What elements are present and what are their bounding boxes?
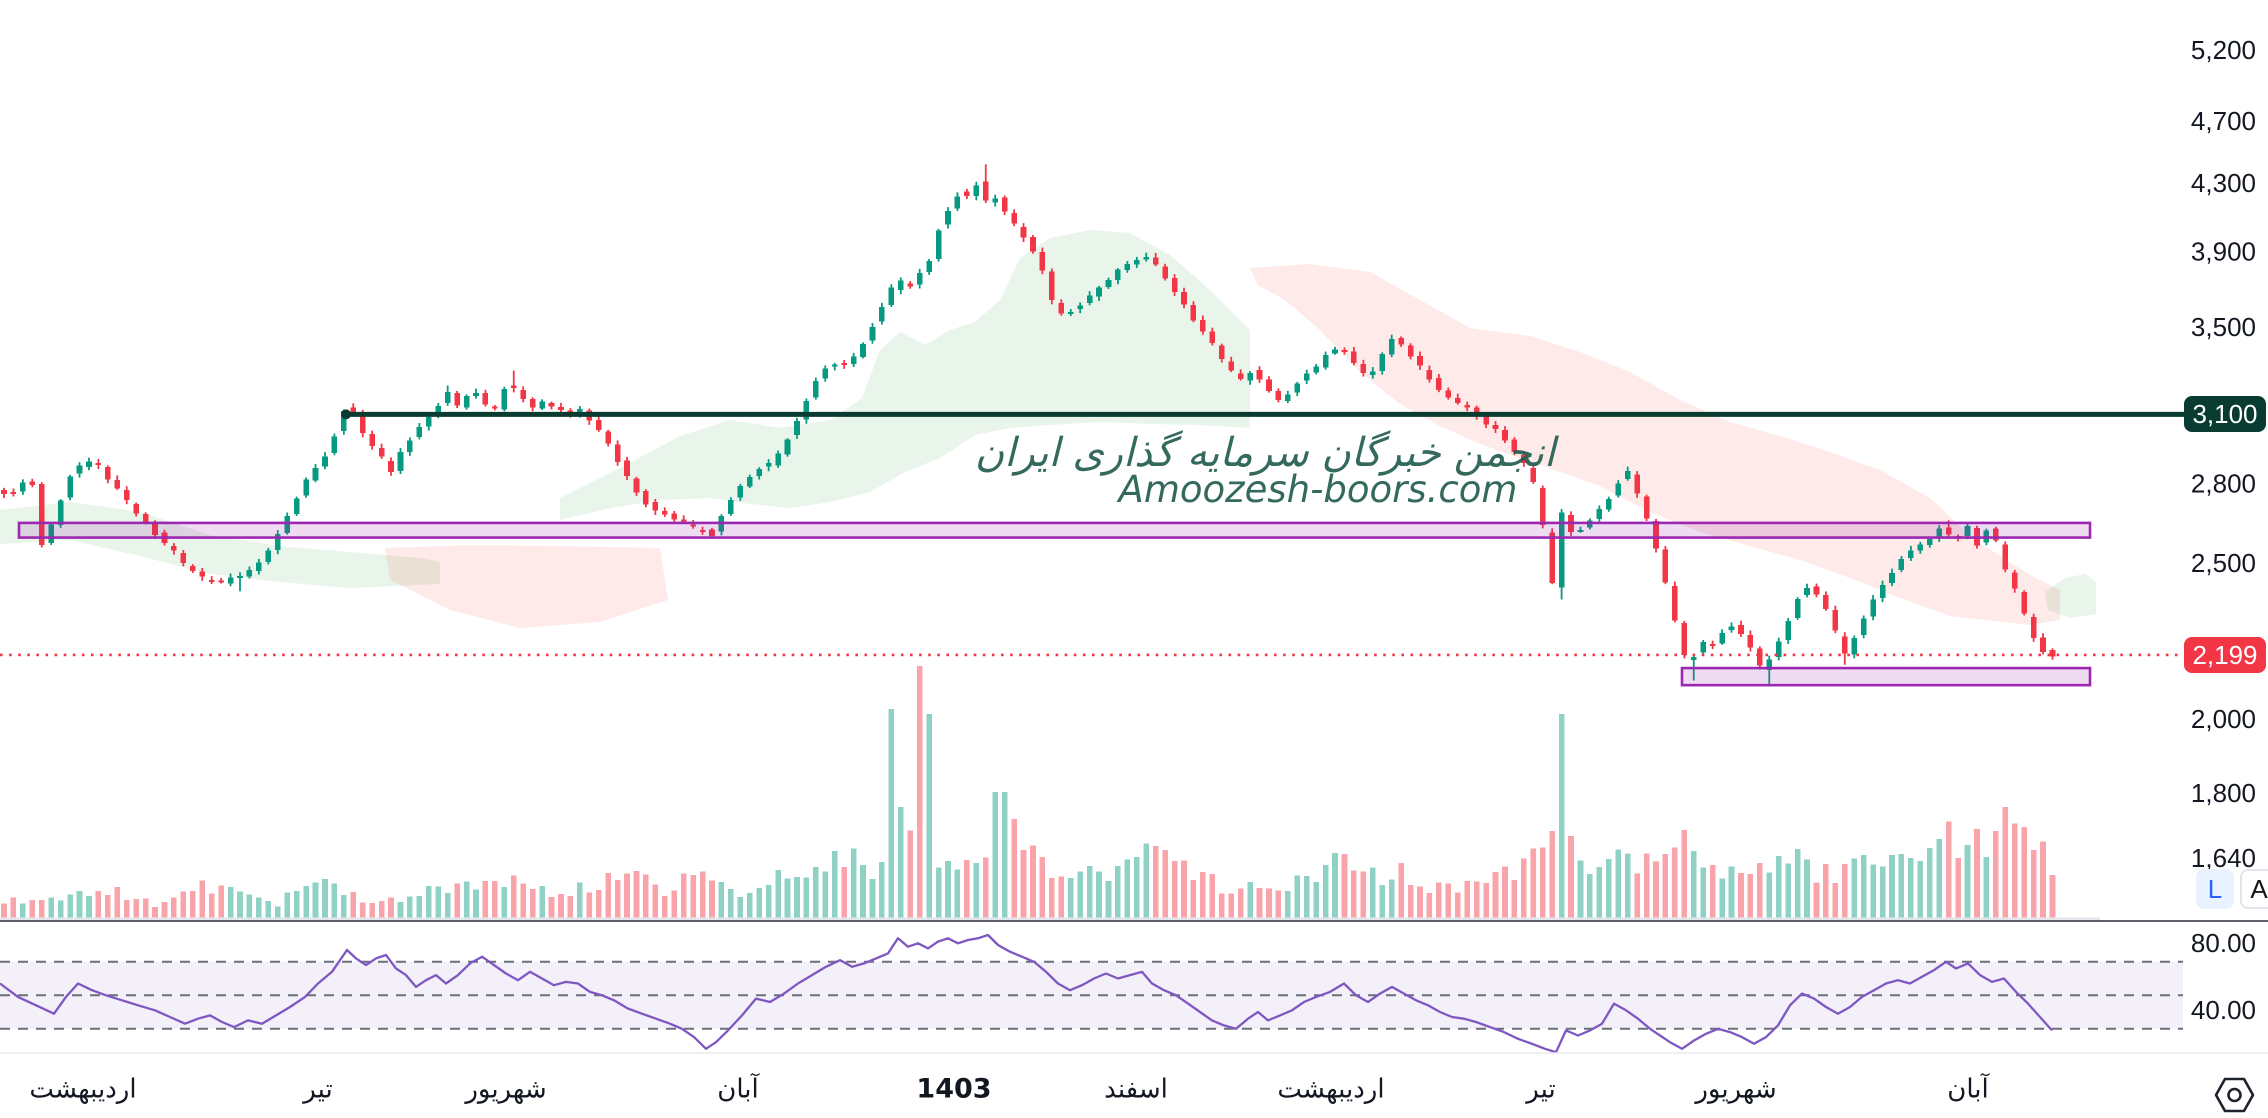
time-axis-label: آبان	[717, 1073, 760, 1105]
rsi-axis-label: 80.00	[2191, 928, 2256, 958]
watermark-line-persian: انجمن خبرگان سرمایه گذاری ایران	[974, 430, 1556, 476]
volume-layer	[1, 666, 2056, 919]
auto-scale-button[interactable]: A	[2240, 869, 2268, 909]
lower-demand-box[interactable]	[1680, 666, 2092, 687]
rsi-axis-label: 40.00	[2191, 995, 2256, 1025]
price-axis-label: 1,800	[2191, 778, 2256, 808]
price-axis[interactable]: 5,200 4,700 4,300 3,900 3,500 2,800 2,500 2,000…	[2191, 35, 2256, 1025]
rsi-line-layer	[0, 933, 2053, 1054]
settings-hexagon-icon[interactable]	[2212, 1074, 2258, 1116]
candles-layer	[1, 164, 2056, 685]
price-axis-label: 2,500	[2191, 548, 2256, 578]
rsi-line	[0, 933, 2053, 1054]
price-axis-label: 2,800	[2191, 469, 2256, 499]
price-axis-label: 2,000	[2191, 704, 2256, 734]
log-scale-button[interactable]: L	[2196, 869, 2234, 909]
time-axis[interactable]: اردیبهشت تیر شهریور آبان 1403 اسفند اردیبهشت تی…	[29, 1073, 1990, 1105]
last-price-badge: 2,199	[2184, 637, 2266, 673]
time-axis-label: اسفند	[1104, 1075, 1168, 1105]
resistance-price-badge: 3,100	[2184, 396, 2266, 432]
price-axis-label: 3,500	[2191, 312, 2256, 342]
price-axis-label: 4,700	[2191, 106, 2256, 136]
time-axis-label: تیر	[1524, 1075, 1555, 1105]
separators-layer	[0, 917, 2268, 1054]
price-axis-label: 4,300	[2191, 168, 2256, 198]
price-axis-label: 3,900	[2191, 236, 2256, 266]
time-axis-label: اردیبهشت	[1277, 1075, 1384, 1105]
price-axis-label: 1,640	[2191, 843, 2256, 873]
ichimoku-cloud-layer	[0, 230, 2096, 628]
price-axis-label: 5,200	[2191, 35, 2256, 65]
time-axis-label: شهریور	[463, 1075, 546, 1105]
time-axis-label: تیر	[301, 1075, 332, 1105]
levels-layer	[0, 409, 2184, 657]
time-axis-label: 1403	[916, 1074, 991, 1105]
watermark-line-site: Amoozesh-boors.com	[1118, 468, 1518, 511]
upper-supply-box[interactable]	[17, 521, 2092, 539]
zones-layer	[17, 521, 2092, 687]
time-axis-label: شهریور	[1693, 1075, 1776, 1105]
time-axis-label: آبان	[1947, 1073, 1990, 1105]
rsi-band-layer	[0, 960, 2183, 1030]
time-axis-label: اردیبهشت	[29, 1075, 136, 1105]
